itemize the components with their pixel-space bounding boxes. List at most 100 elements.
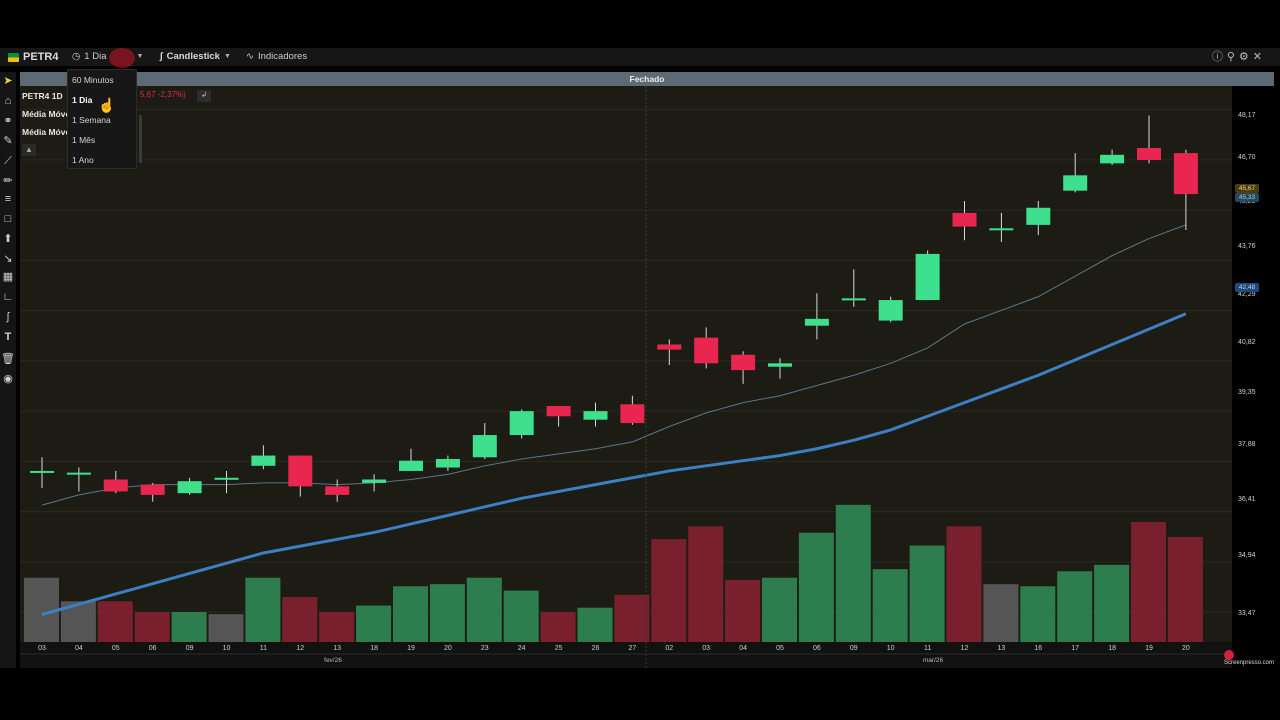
date-tick-label: 06 [148,645,157,652]
price-tick-label: 46,70 [1238,154,1256,161]
date-tick-label: 05 [111,645,120,652]
volume-bar [1167,537,1203,642]
watermark: Screenpresso.com [1224,650,1280,666]
candle-body [288,455,313,487]
volume-bar [614,594,650,642]
gear-icon[interactable]: ⚙ [1238,51,1249,63]
arrow-label-icon[interactable]: ↘ [3,253,13,265]
grid [20,109,1232,613]
home-icon[interactable]: ⌂ [4,95,12,107]
candle-body [66,472,91,475]
volume-bar [1057,571,1093,642]
dropdown-scrollbar[interactable] [139,115,142,163]
close-icon[interactable]: ✕ [1252,51,1262,63]
candles [30,115,1198,502]
chart-type-selector[interactable]: ∫ Candlestick ▼ [160,48,231,66]
pattern-icon[interactable]: ∫ [6,311,10,323]
price-change: 5,67 -2,37%) [140,90,186,99]
date-tick-label: 13 [333,645,342,652]
date-tick-label: 05 [776,645,784,652]
chart-legend: PETR4 1D Média Móve Média Móve ▲ [22,90,70,156]
volume-bar [835,504,871,642]
text-tool-icon[interactable]: T [4,331,12,343]
legend-settings-icon[interactable]: ↲ [197,90,211,102]
watermark-text: Screenpresso.com [1224,660,1275,666]
brush-icon[interactable]: ✎ [3,135,13,147]
timeframe-selector[interactable]: ◷ 1 Dia ▼ [72,48,144,68]
legend-ma-2[interactable]: Média Móve [22,127,71,137]
top-toolbar: PETR4 ◷ 1 Dia ▼ ∫ Candlestick ▼ ∿ Indica… [0,48,1280,68]
measure-icon[interactable]: ▦ [2,271,14,283]
volume-bar [946,526,982,642]
candle-body [435,458,460,468]
ma-long-tag: 42,48 [1235,283,1259,292]
price-tick-label: 34,94 [1238,552,1256,559]
candle-body [1137,147,1161,160]
hand-cursor-icon: ☝ [98,97,116,113]
search-icon[interactable]: ⚲ [1226,51,1235,63]
date-tick-label: 10 [886,645,895,652]
indicators-button[interactable]: ∿ Indicadores [246,48,307,66]
indicators-icon: ∿ [246,51,254,62]
cursor-tool-icon[interactable]: ➤ [3,75,13,87]
candle-body [841,298,866,301]
ma-short-line [41,224,1187,506]
date-tick-label: 03 [702,645,711,652]
volume-bar [983,584,1019,642]
timeframe-option[interactable]: 1 Dia [72,95,93,105]
volume-bar [466,577,502,642]
candle-body [509,411,534,436]
eye-hidden-icon[interactable]: ◉ [3,373,13,385]
candle-body [1100,154,1125,164]
price-tick-label: 40,82 [1238,339,1256,346]
volume-bar [97,601,133,642]
rectangle-icon[interactable]: □ [4,213,12,225]
chevron-down-icon: ▼ [136,53,144,60]
timeframe-option[interactable]: 1 Ano [72,155,94,165]
price-tick-label: 39,35 [1238,389,1256,396]
volume-bar [688,526,724,642]
candle-body [694,337,719,364]
volume-bar [1020,586,1056,642]
time-axis-bg [20,642,1232,668]
help-icon[interactable]: ⓘ [1211,51,1223,63]
volume-bar [134,612,170,642]
date-tick-label: 19 [407,645,415,652]
date-tick-label: 26 [591,645,600,652]
date-tick-label: 09 [185,645,194,652]
legend-ma-1[interactable]: Média Móve [22,109,71,119]
magnet-icon[interactable]: ⚭ [3,115,13,127]
collapse-legend-icon[interactable]: ▲ [22,144,36,156]
date-tick-label: 04 [74,645,83,652]
arrow-up-icon[interactable]: ⬆ [3,233,13,245]
pencil-icon[interactable]: ✏ [3,175,13,187]
market-status-bar: Fechado [20,72,1274,86]
fibonacci-icon[interactable]: ∟ [2,291,14,303]
timeframe-option[interactable]: 1 Mês [72,135,96,145]
date-tick-label: 09 [849,645,858,652]
horizontal-lines-icon[interactable]: ≡ [4,193,12,205]
date-tick-label: 13 [997,645,1006,652]
date-tick-label: 20 [443,645,452,652]
price-tick-label: 43,76 [1238,243,1256,250]
chevron-down-icon: ▼ [223,53,231,60]
candle-body [583,411,608,420]
line-tool-icon[interactable]: ⟋ [4,155,12,167]
volume-bar [393,586,428,642]
candle-body [362,479,387,483]
candle-body [768,363,792,367]
date-tick-label: 02 [665,645,674,652]
volume-bar [282,597,318,642]
timeframe-option[interactable]: 60 Minutos [72,75,114,85]
ticker-selector[interactable]: PETR4 [8,48,58,66]
candle-body [546,406,571,417]
candle-body [325,486,350,495]
date-tick-label: 03 [38,645,46,652]
volume-bar [208,614,244,642]
trash-icon[interactable]: 🗑 [1,353,15,365]
timeframe-option[interactable]: 1 Semana [72,115,111,125]
ma-short-tag: 45,33 [1235,193,1259,202]
timeframe-dropdown: 60 Minutos 1 Dia 1 Semana 1 Mês 1 Ano [67,69,142,169]
